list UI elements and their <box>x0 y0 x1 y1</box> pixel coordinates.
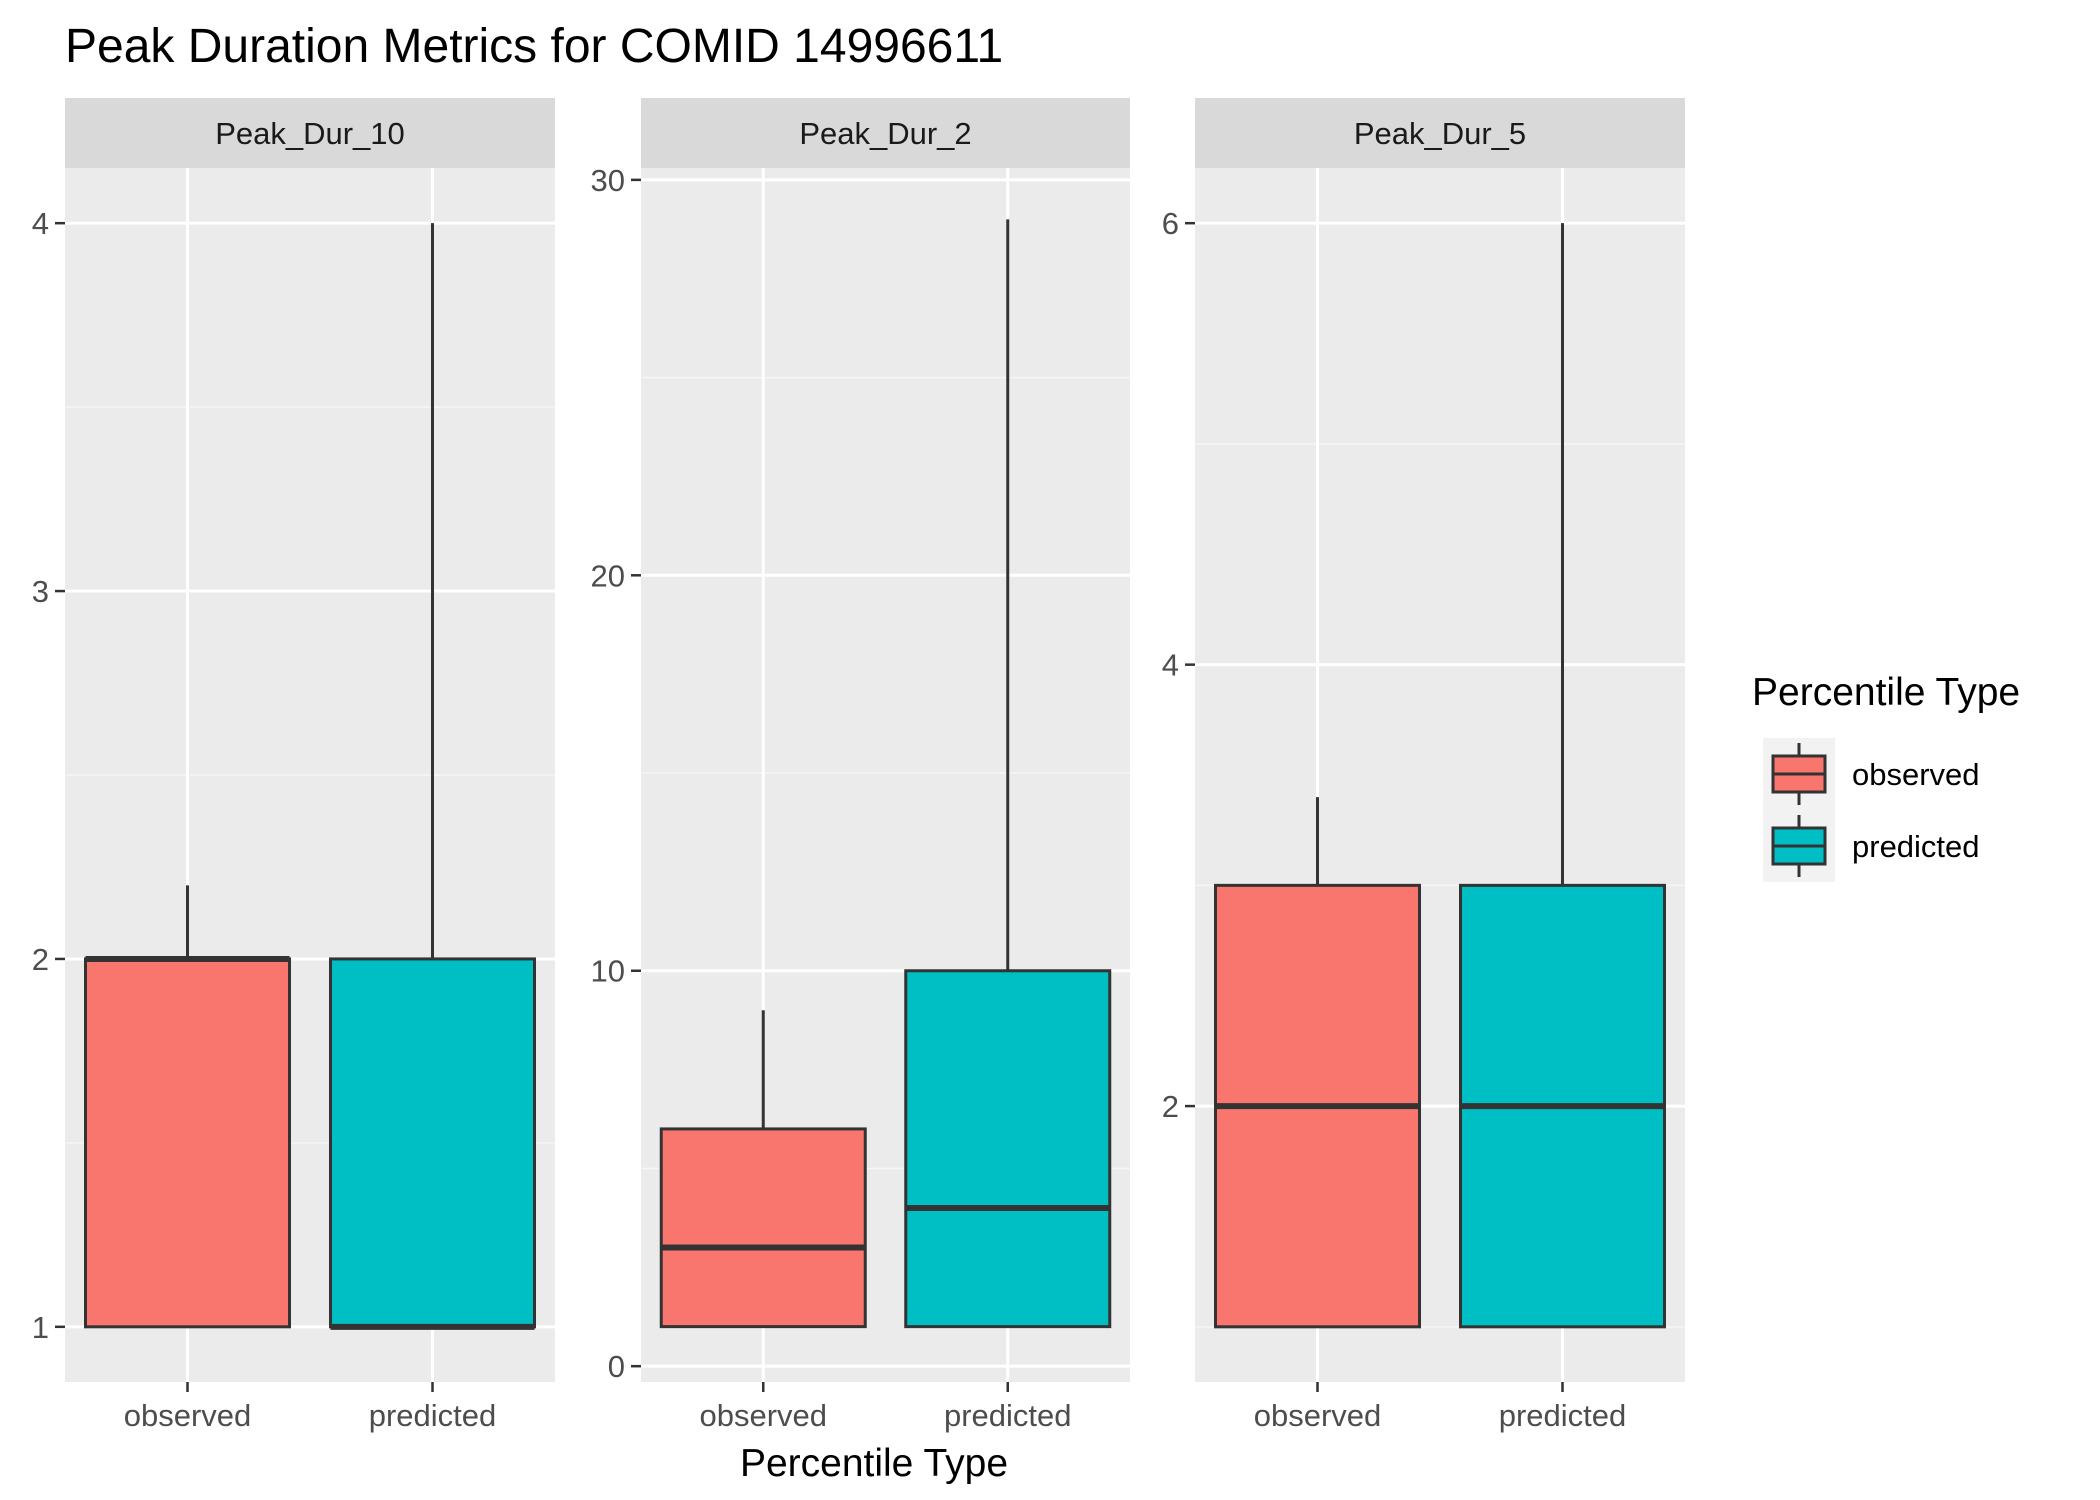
y-tick-label-peak-dur-2: 0 <box>608 1349 625 1384</box>
box-peak-dur-5-observed <box>1214 797 1421 1329</box>
y-tick-label-peak-dur-10: 3 <box>32 574 49 609</box>
y-tick-label-peak-dur-2: 20 <box>591 558 625 593</box>
legend-title: Percentile Type <box>1752 671 2020 714</box>
y-tick-label-peak-dur-10: 1 <box>32 1310 49 1345</box>
strip-label-peak-dur-2: Peak_Dur_2 <box>799 116 971 151</box>
strip-label-peak-dur-10: Peak_Dur_10 <box>215 116 405 151</box>
y-tick-label-peak-dur-5: 2 <box>1162 1089 1179 1124</box>
box-body-peak-dur-10-observed <box>84 957 291 1329</box>
facet-peak-dur-2: Peak_Dur_2 0 10 20 30 observed predicted <box>591 98 1130 1433</box>
y-tick-label-peak-dur-2: 30 <box>591 163 625 198</box>
strip-label-peak-dur-5: Peak_Dur_5 <box>1354 116 1526 151</box>
y-tick-label-peak-dur-5: 6 <box>1162 206 1179 241</box>
box-peak-dur-5-predicted <box>1459 223 1666 1329</box>
legend-key-predicted: predicted <box>1763 810 1980 882</box>
strip-peak-dur-2 <box>641 98 1130 168</box>
legend-keys: observed predicted <box>1763 738 1980 882</box>
x-tick-label-peak-dur-5: predicted <box>1499 1398 1627 1433</box>
x-tick-label-peak-dur-2: observed <box>699 1398 827 1433</box>
legend-label-predicted: predicted <box>1852 829 1980 864</box>
box-body-peak-dur-10-predicted <box>329 957 536 1329</box>
y-tick-label-peak-dur-10: 2 <box>32 942 49 977</box>
x-tick-label-peak-dur-5: observed <box>1254 1398 1382 1433</box>
x-axis-title: Percentile Type <box>740 1442 1008 1485</box>
x-tick-label-peak-dur-10: predicted <box>369 1398 497 1433</box>
y-tick-label-peak-dur-2: 10 <box>591 954 625 989</box>
box-body-peak-dur-2-observed <box>659 1127 867 1329</box>
box-peak-dur-10-predicted <box>329 223 536 1330</box>
facet-peak-dur-10: Peak_Dur_10 1 2 3 4 observed predicted <box>32 98 555 1433</box>
facet-peak-dur-5: Peak_Dur_5 2 4 6 observed predicted <box>1162 98 1685 1433</box>
strip-peak-dur-10 <box>65 98 555 168</box>
box-peak-dur-2-predicted <box>904 219 1112 1329</box>
x-tick-label-peak-dur-10: observed <box>124 1398 252 1433</box>
legend: Percentile Type observed predicted <box>1752 671 2020 882</box>
legend-label-observed: observed <box>1852 757 1980 792</box>
box-peak-dur-10-observed <box>84 885 291 1329</box>
x-tick-label-peak-dur-2: predicted <box>944 1398 1072 1433</box>
strip-peak-dur-5 <box>1195 98 1685 168</box>
box-body-peak-dur-2-predicted <box>904 969 1112 1329</box>
y-tick-label-peak-dur-5: 4 <box>1162 648 1179 683</box>
chart-title: Peak Duration Metrics for COMID 14996611 <box>65 20 1003 73</box>
y-tick-label-peak-dur-10: 4 <box>32 206 49 241</box>
legend-key-observed: observed <box>1763 738 1980 810</box>
box-peak-dur-2-observed <box>659 1010 867 1329</box>
